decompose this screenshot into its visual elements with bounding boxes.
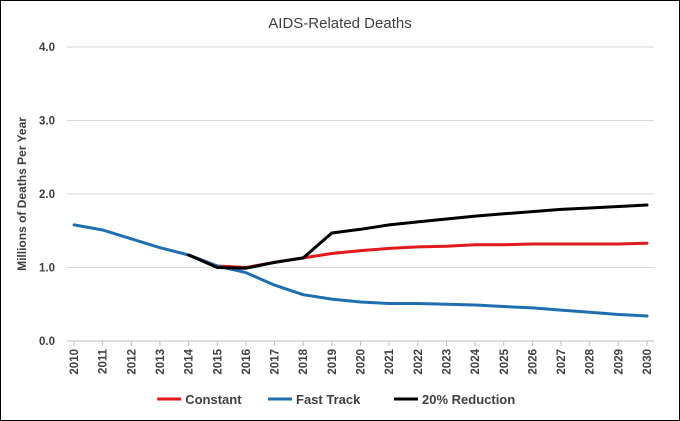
x-tick-label: 2019 <box>327 349 339 375</box>
series-line-constant <box>187 241 649 269</box>
series-line-fast-track <box>72 223 649 318</box>
x-tick-label: 2024 <box>470 348 482 374</box>
chart-title: AIDS-Related Deaths <box>268 15 411 32</box>
x-tick-label: 2017 <box>270 349 282 375</box>
legend: Constant Fast Track 20% Reduction <box>157 392 515 407</box>
y-tick-label: 1.0 <box>39 263 55 275</box>
x-tick-label: 2027 <box>556 349 568 375</box>
x-tick-label: 2021 <box>384 348 396 374</box>
x-axis-ticks: 2010 2011 2012 2013 2014 2015 2016 2017 2018 2019… <box>69 341 654 375</box>
x-tick-label: 2023 <box>441 349 453 375</box>
y-axis-ticks: 0.0 1.0 2.0 3.0 4.0 <box>39 42 55 348</box>
gridlines <box>67 46 654 342</box>
legend-item: 20% Reduction <box>394 392 515 407</box>
x-tick-label: 2020 <box>356 349 368 375</box>
x-tick-label: 2011 <box>98 348 110 374</box>
x-tick-label: 2018 <box>298 348 310 374</box>
x-tick-label: 2022 <box>413 349 425 375</box>
x-tick-label: 2015 <box>212 348 224 374</box>
x-tick-label: 2026 <box>527 349 539 375</box>
y-tick-label: 3.0 <box>39 116 55 128</box>
x-tick-label: 2028 <box>585 348 597 374</box>
legend-label: Fast Track <box>296 392 361 407</box>
x-tick-label: 2030 <box>642 349 654 375</box>
x-tick-label: 2012 <box>126 349 138 375</box>
legend-item: Constant <box>157 392 242 407</box>
y-axis-label: Millions of Deaths Per Year <box>15 117 29 271</box>
y-tick-label: 2.0 <box>39 189 55 201</box>
series-lines <box>72 203 649 318</box>
series-line-20-reduction <box>187 203 649 270</box>
x-tick-label: 2014 <box>184 348 196 374</box>
x-tick-label: 2029 <box>613 349 625 375</box>
y-tick-label: 4.0 <box>39 42 55 54</box>
y-tick-label: 0.0 <box>39 336 55 348</box>
x-tick-label: 2013 <box>155 349 167 375</box>
legend-item: Fast Track <box>268 392 361 407</box>
legend-label: 20% Reduction <box>422 392 515 407</box>
x-tick-label: 2016 <box>241 349 253 375</box>
legend-label: Constant <box>185 392 242 407</box>
x-tick-label: 2010 <box>69 349 81 375</box>
x-tick-label: 2025 <box>499 348 511 374</box>
